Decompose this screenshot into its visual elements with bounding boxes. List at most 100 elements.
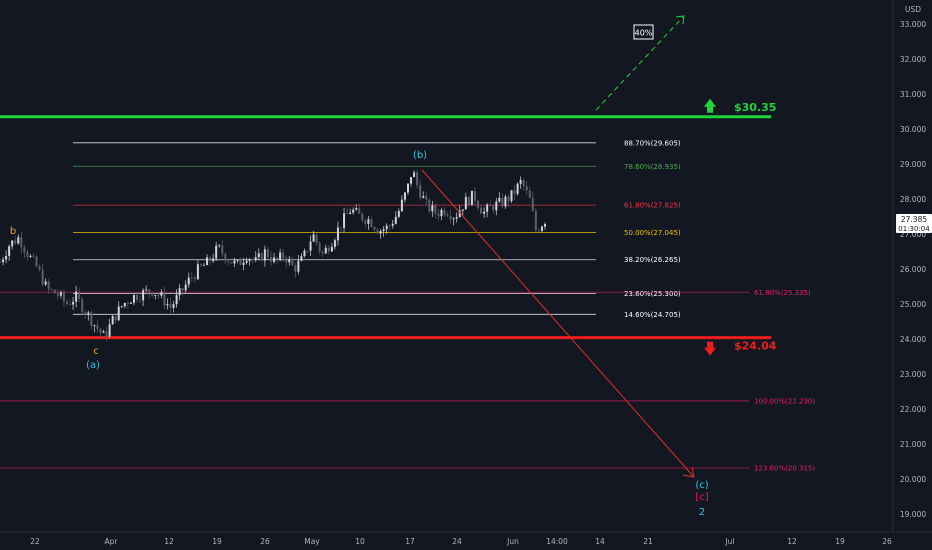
candle-body [455,217,458,219]
price-tick-label: 26.000 [900,265,926,274]
candle-body [145,289,148,291]
candle-body [276,257,279,260]
candle-body [99,328,102,333]
candle-body [111,316,114,325]
candle-body [449,216,452,220]
price-tick-label: 24.000 [900,335,926,344]
support-price-label: $24.04 [734,340,777,353]
candle-body [90,312,93,326]
candle-body [425,196,428,200]
candle-body [516,183,519,194]
candle-body [473,190,476,201]
candle-body [352,209,355,213]
candle-body [333,240,336,247]
time-tick-label: 14:00 [546,537,568,546]
candle-body [321,251,324,254]
candle-body [349,212,352,214]
candle-body [382,229,385,232]
candle-body [221,245,224,254]
candle-body [120,306,123,307]
candle-body [294,265,297,272]
candle-body [266,249,269,258]
candle-body [303,250,306,257]
candle-body [227,261,230,263]
price-axis[interactable]: 19.000 20.000 21.000 22.000 23.000 24.000 25.0… [900,20,926,519]
candle-body [279,252,282,260]
candle-body [87,312,90,315]
candle-body [501,197,504,207]
projection-arrowhead-icon [675,15,685,25]
candle-body [330,246,333,252]
candle-body [96,325,99,329]
candle-body [154,295,157,296]
wave-label: 2 [699,507,705,518]
candle-body [531,197,534,212]
candle-body [215,245,218,259]
candle-body [181,288,184,291]
candle-body [81,298,84,313]
price-tick-label: 22.000 [900,405,926,414]
candle-body [257,253,260,258]
candle-body [464,196,467,210]
candle-body [544,224,546,227]
fib-level-label: 61.80%(27.825) [624,202,681,210]
candle-body [139,300,142,301]
candle-body [26,252,29,257]
time-tick-label: Jul [724,537,734,546]
candle-body [233,260,236,264]
price-tick-label: 30.000 [900,125,926,134]
candle-body [236,260,239,261]
candle-body [190,277,193,279]
candle-body [370,219,373,228]
time-axis[interactable]: 22 Apr 12 19 26 May 10 17 24 Jun 14:00 14 21 Jul 12 19 2… [30,537,892,546]
candle-body [416,172,419,186]
candle-body [14,240,17,244]
price-tick-label: 32.000 [900,55,926,64]
candle-body [437,213,440,217]
candle-body [422,196,425,198]
candle-body [537,230,540,232]
fib-retracement-levels: 88.70%(29.605) 78.60%(28.935) 61.80%(27.82… [73,139,681,319]
candle-body [38,266,41,270]
candle-body [486,204,489,212]
candle-body [136,295,139,301]
candle-body [340,227,343,229]
candle-body [175,295,178,305]
candle-body [327,247,330,252]
candle-body [50,289,53,291]
candle-body [163,292,166,306]
time-tick-label: 26 [882,537,892,546]
candle-body [193,277,196,280]
candle-body [495,201,498,211]
time-tick-label: 22 [30,537,40,546]
candle-body [75,291,78,302]
candle-body [178,288,181,296]
candle-body [315,234,318,244]
candle-body [394,216,397,224]
candle-body [519,179,522,184]
candle-body [202,265,205,266]
percent-box[interactable] [633,24,654,40]
candle-body [400,199,403,212]
candle-body [397,211,400,217]
time-tick-label: 19 [212,537,222,546]
fib-level-label: 50.00%(27.045) [624,229,681,237]
candle-body [114,316,117,321]
candle-body [507,196,510,202]
candle-body [245,260,248,263]
candle-body [477,200,480,208]
candle-body [251,259,254,261]
wave-label: (c) [695,480,708,491]
candle-body [263,249,266,261]
candle-body [373,227,376,230]
projection-dashed-line[interactable] [595,16,684,111]
up-arrow-icon [704,98,716,113]
price-tick-label: 29.000 [900,160,926,169]
projection-arrow-line[interactable] [421,169,694,477]
candle-body [47,281,50,290]
candle-body [65,301,68,305]
candle-body [166,304,169,306]
time-tick-label: 24 [452,537,462,546]
candle-body [29,255,32,257]
